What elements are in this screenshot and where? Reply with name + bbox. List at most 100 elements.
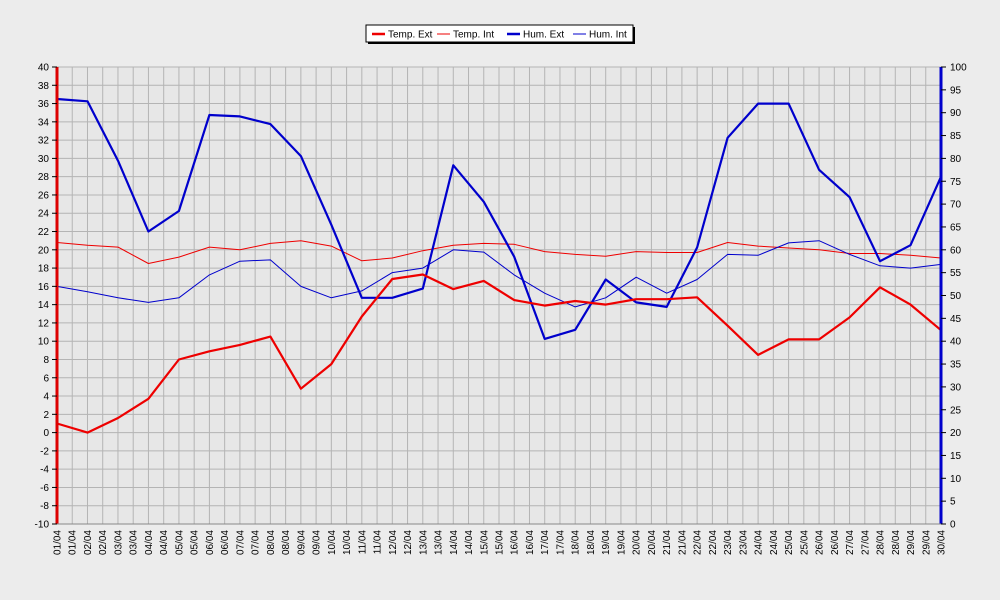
- x-tick-label: 25/04: [799, 530, 810, 555]
- left-tick-label: 36: [38, 99, 50, 110]
- x-tick-label: 29/04: [906, 530, 917, 555]
- left-tick-label: 22: [38, 227, 50, 238]
- x-tick-label: 22/04: [708, 530, 719, 555]
- x-tick-label: 20/04: [632, 530, 643, 555]
- x-tick-label: 17/04: [555, 530, 566, 555]
- x-tick-label: 14/04: [449, 530, 460, 555]
- x-tick-label: 24/04: [769, 530, 780, 555]
- left-tick-label: 24: [38, 209, 50, 220]
- left-tick-label: -2: [40, 446, 49, 457]
- right-tick-label: 25: [950, 405, 962, 416]
- x-tick-label: 29/04: [921, 530, 932, 555]
- legend-box: [365, 24, 634, 43]
- left-tick-label: 16: [38, 282, 50, 293]
- x-tick-label: 19/04: [601, 530, 612, 555]
- x-tick-label: 05/04: [190, 530, 201, 555]
- x-tick-label: 18/04: [571, 530, 582, 555]
- left-tick-label: 8: [43, 355, 49, 366]
- legend: Temp. Ext Temp. Int Hum. Ext Hum. Int: [365, 24, 635, 44]
- series-line: [56, 273, 942, 434]
- x-tick-label: 27/04: [845, 530, 856, 555]
- x-tick-label: 23/04: [738, 530, 749, 555]
- x-tick-label: 04/04: [144, 530, 155, 555]
- left-tick-label: -4: [40, 465, 49, 476]
- tick-labels: -10-8-6-4-202468101214161820222426283032…: [35, 63, 968, 556]
- left-tick-label: 2: [43, 410, 49, 421]
- x-tick-label: 27/04: [860, 530, 871, 555]
- left-tick-label: 6: [43, 373, 49, 384]
- right-tick-label: 80: [950, 154, 962, 165]
- right-tick-label: 65: [950, 222, 962, 233]
- series-line: [56, 240, 942, 308]
- x-tick-label: 16/04: [510, 530, 521, 555]
- left-tick-label: 0: [43, 428, 49, 439]
- x-tick-label: 08/04: [281, 530, 292, 555]
- right-tick-label: 70: [950, 200, 962, 211]
- x-tick-label: 08/04: [266, 530, 277, 555]
- right-tick-label: 45: [950, 314, 962, 325]
- left-tick-label: -8: [40, 501, 49, 512]
- x-tick-label: 17/04: [540, 530, 551, 555]
- right-tick-label: 10: [950, 474, 962, 485]
- left-tick-label: 40: [38, 63, 50, 74]
- right-tick-label: 5: [950, 497, 956, 508]
- x-tick-label: 03/04: [113, 530, 124, 555]
- right-tick-label: 50: [950, 291, 962, 302]
- left-tick-label: 30: [38, 154, 50, 165]
- right-tick-label: 90: [950, 108, 962, 119]
- left-tick-label: 34: [38, 117, 50, 128]
- x-tick-label: 23/04: [723, 530, 734, 555]
- x-tick-label: 15/04: [479, 530, 490, 555]
- x-tick-label: 15/04: [495, 530, 506, 555]
- x-tick-label: 18/04: [586, 530, 597, 555]
- series-lines: [56, 97, 943, 434]
- x-tick-label: 21/04: [677, 530, 688, 555]
- series-line: [56, 97, 943, 340]
- legend-label: Hum. Int: [589, 30, 627, 41]
- x-tick-label: 03/04: [129, 530, 140, 555]
- axes: [52, 66, 946, 525]
- left-tick-label: 12: [38, 318, 50, 329]
- x-tick-label: 01/04: [68, 530, 79, 555]
- x-tick-label: 10/04: [342, 530, 353, 555]
- x-tick-label: 16/04: [525, 530, 536, 555]
- right-tick-label: 40: [950, 337, 962, 348]
- x-tick-label: 24/04: [754, 530, 765, 555]
- left-tick-label: 26: [38, 190, 50, 201]
- x-tick-label: 10/04: [327, 530, 338, 555]
- right-tick-label: 15: [950, 451, 962, 462]
- x-tick-label: 28/04: [891, 530, 902, 555]
- right-tick-label: 100: [950, 63, 967, 74]
- left-tick-label: 20: [38, 245, 50, 256]
- x-tick-label: 07/04: [251, 530, 262, 555]
- x-tick-label: 26/04: [815, 530, 826, 555]
- x-tick-label: 11/04: [373, 530, 384, 555]
- x-tick-label: 25/04: [784, 530, 795, 555]
- x-tick-label: 20/04: [647, 530, 658, 555]
- x-tick-label: 01/04: [53, 530, 64, 555]
- legend-label: Temp. Ext: [388, 30, 433, 41]
- right-tick-label: 95: [950, 85, 962, 96]
- x-tick-label: 02/04: [98, 530, 109, 555]
- x-tick-label: 26/04: [830, 530, 841, 555]
- right-tick-label: 20: [950, 428, 962, 439]
- x-tick-label: 13/04: [434, 530, 445, 555]
- left-tick-label: 32: [38, 136, 50, 147]
- left-tick-label: 28: [38, 172, 50, 183]
- x-tick-label: 05/04: [174, 530, 185, 555]
- x-tick-label: 04/04: [159, 530, 170, 555]
- x-tick-label: 06/04: [205, 530, 216, 555]
- x-tick-label: 02/04: [83, 530, 94, 555]
- right-tick-label: 30: [950, 382, 962, 393]
- x-tick-label: 06/04: [220, 530, 231, 555]
- left-tick-label: 4: [43, 392, 49, 403]
- x-tick-label: 21/04: [662, 530, 673, 555]
- x-tick-label: 22/04: [693, 530, 704, 555]
- right-tick-label: 0: [950, 520, 956, 531]
- x-tick-label: 07/04: [235, 530, 246, 555]
- x-tick-label: 11/04: [357, 530, 368, 555]
- x-tick-label: 28/04: [876, 530, 887, 555]
- legend-label: Hum. Ext: [523, 30, 564, 41]
- right-tick-label: 55: [950, 268, 962, 279]
- right-tick-label: 75: [950, 177, 962, 188]
